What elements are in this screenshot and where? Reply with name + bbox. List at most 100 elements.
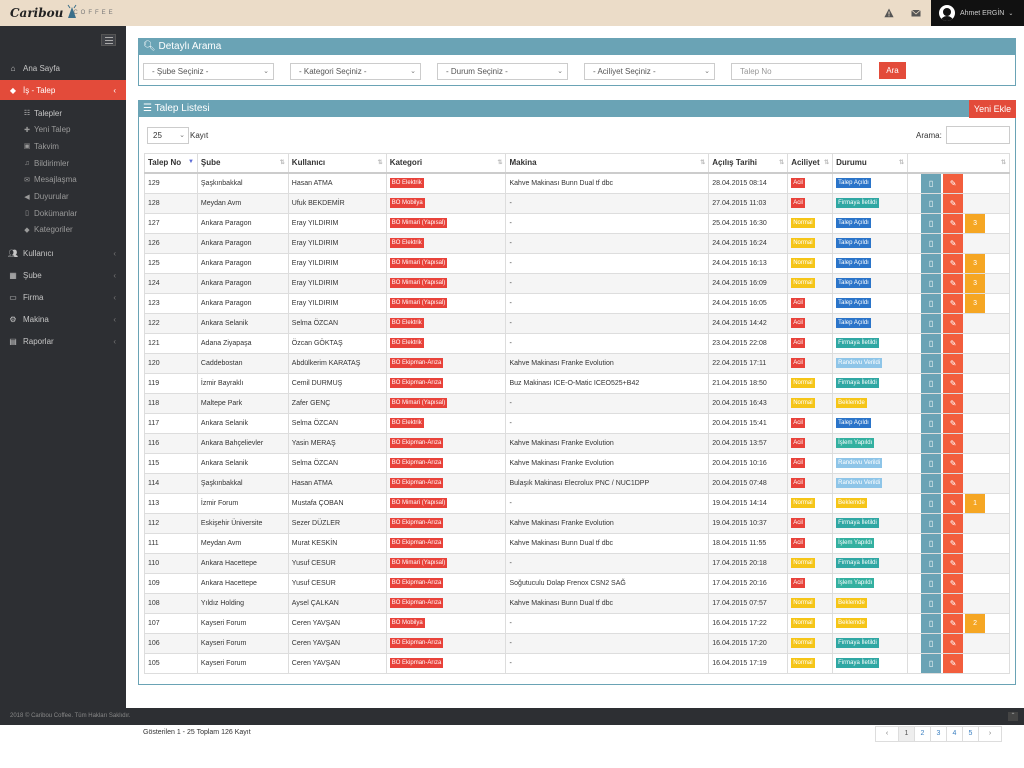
table-row[interactable]: 105 Kayseri Forum Ceren YAVŞAN BO Ekipman-A…: [144, 652, 1010, 674]
sidebar-item-5[interactable]: ⚙ Makina ‹: [0, 309, 126, 329]
page-button[interactable]: 1: [898, 726, 915, 742]
column-header[interactable]: Aciliyet ⇅: [787, 153, 834, 174]
table-row[interactable]: 129 Şaşkınbakkal Hasan ATMA BO Elektrik Kahv…: [144, 172, 1010, 194]
edit-button[interactable]: ✎: [943, 313, 964, 333]
warning-icon[interactable]: [884, 8, 894, 18]
page-size-select[interactable]: 25 ⌄: [147, 127, 189, 144]
brand-logo[interactable]: Caribou COFFEE: [10, 4, 116, 21]
column-header[interactable]: Kategori ⇅: [385, 153, 507, 174]
column-header[interactable]: Makina ⇅: [505, 153, 710, 174]
edit-button[interactable]: ✎: [943, 273, 964, 293]
table-row[interactable]: 109 Ankara Hacettepe Yusuf CESUR BO Ekipman…: [144, 572, 1010, 594]
edit-button[interactable]: ✎: [943, 613, 964, 633]
edit-button[interactable]: ✎: [943, 553, 964, 573]
edit-button[interactable]: ✎: [943, 533, 964, 553]
view-button[interactable]: ▯: [921, 353, 942, 373]
table-row[interactable]: 120 Caddebostan Abdülkerim KARATAŞ BO Ekipm…: [144, 352, 1010, 374]
view-button[interactable]: ▯: [921, 373, 942, 393]
edit-button[interactable]: ✎: [943, 513, 964, 533]
table-search-input[interactable]: [946, 126, 1010, 144]
table-row[interactable]: 113 İzmir Forum Mustafa ÇOBAN BO Mimari (Ya…: [144, 492, 1010, 514]
table-row[interactable]: 115 Ankara Selanik Selma ÖZCAN BO Ekipman-A…: [144, 452, 1010, 474]
view-button[interactable]: ▯: [921, 173, 942, 193]
comment-count-badge[interactable]: 1: [965, 493, 986, 513]
table-row[interactable]: 125 Ankara Paragon Eray YILDIRIM BO Mimari …: [144, 252, 1010, 274]
edit-button[interactable]: ✎: [943, 473, 964, 493]
sidebar-item-1[interactable]: ◆ İş - Talep ‹: [0, 80, 126, 100]
view-button[interactable]: ▯: [921, 333, 942, 353]
view-button[interactable]: ▯: [921, 413, 942, 433]
view-button[interactable]: ▯: [921, 633, 942, 653]
view-button[interactable]: ▯: [921, 273, 942, 293]
table-row[interactable]: 123 Ankara Paragon Eray YILDIRIM BO Mimari …: [144, 292, 1010, 314]
table-row[interactable]: 128 Meydan Avm Ufuk BEKDEMİR BO Mobilya -27.…: [144, 192, 1010, 214]
prev-page-button[interactable]: ‹: [875, 726, 899, 742]
edit-button[interactable]: ✎: [943, 353, 964, 373]
envelope-icon[interactable]: [911, 8, 921, 18]
table-row[interactable]: 111 Meydan Avm Murat KESKİN BO Ekipman-Arız…: [144, 532, 1010, 554]
edit-button[interactable]: ✎: [943, 373, 964, 393]
table-row[interactable]: 126 Ankara Paragon Eray YILDIRIM BO Elektri…: [144, 232, 1010, 254]
table-row[interactable]: 112 Eskişehir Üniversite Sezer DÜZLER BO Ek…: [144, 512, 1010, 534]
scroll-top-button[interactable]: ⌃: [1008, 712, 1018, 721]
view-button[interactable]: ▯: [921, 293, 942, 313]
view-button[interactable]: ▯: [921, 313, 942, 333]
submenu-item-2[interactable]: ▣ Takvim: [0, 138, 126, 154]
talep-no-input[interactable]: Talep No: [731, 63, 862, 80]
sidebar-item-3[interactable]: ▦ Şube ‹: [0, 265, 126, 285]
column-header[interactable]: Şube ⇅: [196, 153, 289, 174]
page-button[interactable]: 5: [962, 726, 979, 742]
edit-button[interactable]: ✎: [943, 233, 964, 253]
view-button[interactable]: ▯: [921, 213, 942, 233]
table-row[interactable]: 117 Ankara Selanik Selma ÖZCAN BO Elektrik -…: [144, 412, 1010, 434]
view-button[interactable]: ▯: [921, 513, 942, 533]
view-button[interactable]: ▯: [921, 193, 942, 213]
submenu-item-0[interactable]: ☷ Talepler: [0, 105, 126, 121]
submenu-item-5[interactable]: ◀ Duyurular: [0, 189, 126, 205]
comment-count-badge[interactable]: 3: [965, 293, 986, 313]
table-row[interactable]: 119 İzmir Bayraklı Cemil DURMUŞ BO Ekipman-…: [144, 372, 1010, 394]
table-row[interactable]: 114 Şaşkınbakkal Hasan ATMA BO Ekipman-Arız…: [144, 472, 1010, 494]
table-row[interactable]: 122 Ankara Selanik Selma ÖZCAN BO Elektrik -…: [144, 312, 1010, 334]
comment-count-badge[interactable]: 3: [965, 273, 986, 293]
submenu-item-7[interactable]: ◆ Kategoriler: [0, 222, 126, 238]
page-button[interactable]: 3: [930, 726, 947, 742]
column-header[interactable]: Açılış Tarihi ⇅: [708, 153, 789, 174]
table-row[interactable]: 121 Adana Ziyapaşa Özcan GÖKTAŞ BO Elektrik…: [144, 332, 1010, 354]
edit-button[interactable]: ✎: [943, 193, 964, 213]
edit-button[interactable]: ✎: [943, 493, 964, 513]
submenu-item-3[interactable]: ♫ Bildirimler: [0, 155, 126, 171]
page-button[interactable]: 2: [914, 726, 931, 742]
edit-button[interactable]: ✎: [943, 633, 964, 653]
table-row[interactable]: 116 Ankara Bahçelievler Yasin MERAŞ BO Ekip…: [144, 432, 1010, 454]
view-button[interactable]: ▯: [921, 613, 942, 633]
page-button[interactable]: 4: [946, 726, 963, 742]
edit-button[interactable]: ✎: [943, 253, 964, 273]
sidebar-item-4[interactable]: ▭ Firma ‹: [0, 287, 126, 307]
view-button[interactable]: ▯: [921, 493, 942, 513]
user-menu[interactable]: Ahmet ERGİN ⌄: [931, 0, 1024, 26]
view-button[interactable]: ▯: [921, 593, 942, 613]
edit-button[interactable]: ✎: [943, 213, 964, 233]
edit-button[interactable]: ✎: [943, 593, 964, 613]
durum-select[interactable]: - Durum Seçiniz - ⌄: [437, 63, 568, 80]
search-button[interactable]: Ara: [879, 62, 906, 79]
table-row[interactable]: 124 Ankara Paragon Eray YILDIRIM BO Mimari …: [144, 272, 1010, 294]
aciliyet-select[interactable]: - Aciliyet Seçiniz - ⌄: [584, 63, 715, 80]
sube-select[interactable]: - Şube Seçiniz - ⌄: [143, 63, 274, 80]
view-button[interactable]: ▯: [921, 393, 942, 413]
edit-button[interactable]: ✎: [943, 413, 964, 433]
table-row[interactable]: 106 Kayseri Forum Ceren YAVŞAN BO Ekipman-A…: [144, 632, 1010, 654]
kategori-select[interactable]: - Kategori Seçiniz - ⌄: [290, 63, 421, 80]
edit-button[interactable]: ✎: [943, 653, 964, 673]
view-button[interactable]: ▯: [921, 453, 942, 473]
edit-button[interactable]: ✎: [943, 333, 964, 353]
view-button[interactable]: ▯: [921, 573, 942, 593]
view-button[interactable]: ▯: [921, 473, 942, 493]
column-header[interactable]: Talep No ▼: [144, 153, 198, 174]
edit-button[interactable]: ✎: [943, 393, 964, 413]
view-button[interactable]: ▯: [921, 233, 942, 253]
edit-button[interactable]: ✎: [943, 433, 964, 453]
view-button[interactable]: ▯: [921, 533, 942, 553]
view-button[interactable]: ▯: [921, 253, 942, 273]
